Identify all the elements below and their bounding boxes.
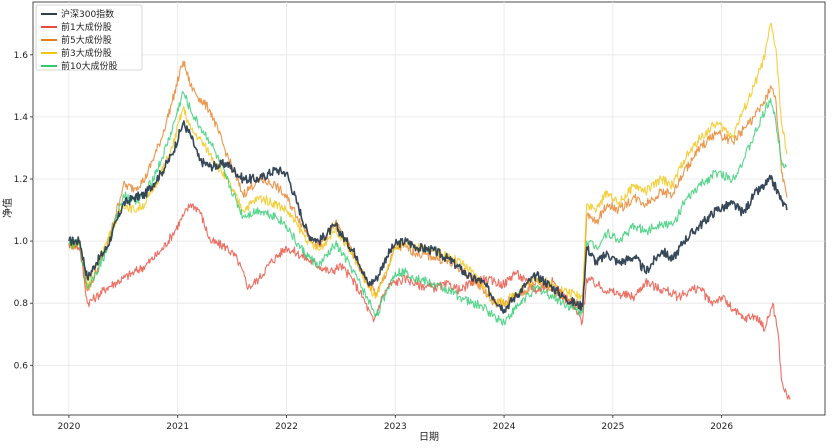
plot-area	[32, 1, 826, 416]
x-tick-label: 2021	[166, 422, 189, 432]
series-line-4	[68, 91, 788, 326]
x-tick-label: 2026	[710, 422, 733, 432]
series-line-1	[68, 203, 791, 400]
y-axis: 0.6 0.8 1.0 1.2 1.4 1.6	[14, 51, 33, 371]
legend-entry: 前5大成份股	[61, 34, 112, 46]
x-tick-label: 2022	[275, 422, 298, 432]
legend-box	[35, 4, 143, 71]
y-tick-label: 0.8	[14, 299, 29, 309]
x-axis: 2020 2021 2022 2023 2024 2025 2026	[57, 415, 733, 432]
series-line-3	[68, 23, 788, 308]
legend-entry: 沪深300指数	[61, 8, 114, 20]
y-axis-label: 净值	[1, 198, 14, 218]
legend-entry: 前10大成份股	[61, 60, 117, 72]
x-tick-label: 2024	[493, 422, 516, 432]
legend-entry: 前1大成份股	[61, 21, 112, 33]
y-tick-label: 1.6	[14, 51, 29, 61]
series-line-2	[68, 60, 788, 311]
series-line-0	[68, 120, 788, 314]
y-tick-label: 1.0	[14, 237, 29, 247]
series-lines	[68, 23, 791, 400]
y-tick-label: 1.2	[14, 175, 28, 185]
legend-entry: 前3大成份股	[61, 47, 112, 59]
y-tick-label: 0.6	[14, 361, 29, 371]
x-tick-label: 2025	[601, 422, 624, 432]
x-axis-label: 日期	[419, 431, 439, 443]
x-tick-label: 2023	[384, 422, 407, 432]
y-tick-label: 1.4	[14, 113, 29, 123]
x-tick-label: 2020	[57, 422, 80, 432]
